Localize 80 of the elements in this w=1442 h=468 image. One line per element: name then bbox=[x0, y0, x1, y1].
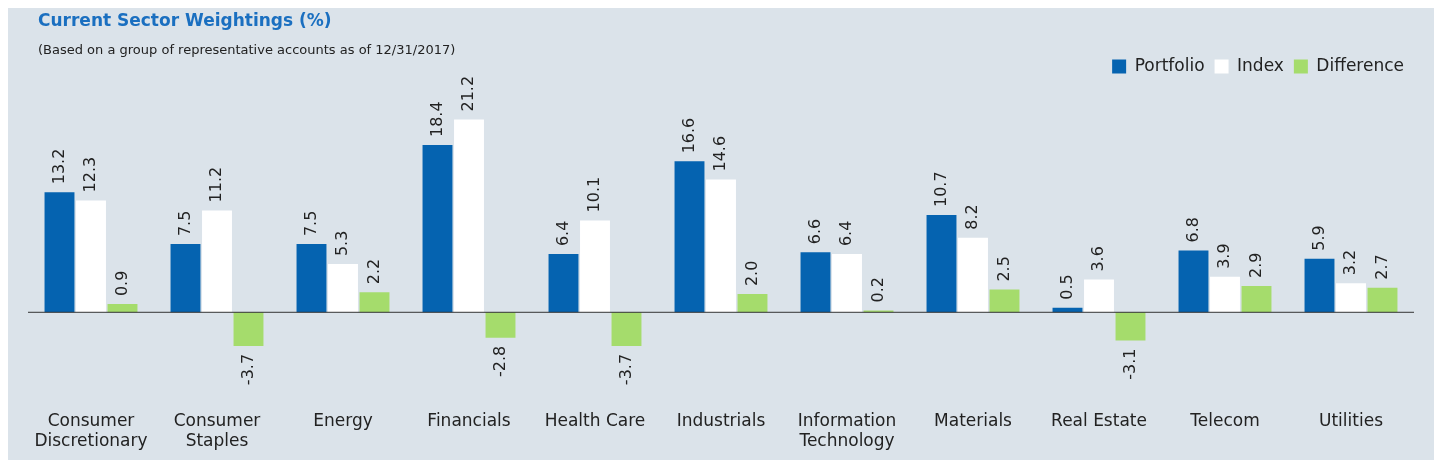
bar bbox=[958, 237, 988, 313]
chart-title: Current Sector Weightings (%) bbox=[38, 10, 333, 30]
legend-label: Index bbox=[1237, 54, 1284, 75]
bar bbox=[737, 294, 768, 313]
bar bbox=[422, 145, 453, 313]
chart-subtitle: (Based on a group of representative accounts as of 12/31/2017) bbox=[38, 42, 456, 57]
data-label: 2.7 bbox=[1371, 254, 1391, 280]
bar bbox=[926, 215, 957, 313]
bar bbox=[202, 210, 232, 313]
data-label: 8.2 bbox=[962, 204, 982, 230]
bar bbox=[485, 312, 516, 338]
data-label: 5.9 bbox=[1308, 225, 1328, 251]
bar bbox=[1367, 287, 1398, 313]
bar bbox=[44, 192, 75, 313]
bar bbox=[706, 179, 736, 313]
bar bbox=[76, 200, 106, 313]
bar bbox=[454, 119, 484, 313]
bar bbox=[233, 312, 264, 346]
x-tick-label: Telecom bbox=[1189, 409, 1260, 430]
x-tick-label: Consumer Discretionary bbox=[34, 409, 148, 451]
x-tick-label: Utilities bbox=[1319, 409, 1384, 430]
data-label: 6.4 bbox=[836, 220, 856, 247]
bar bbox=[296, 244, 327, 313]
data-label: 0.2 bbox=[867, 277, 887, 303]
bar bbox=[1115, 312, 1146, 341]
x-tick-label: Information Technology bbox=[797, 409, 897, 451]
data-label: 3.2 bbox=[1340, 249, 1360, 276]
data-label: 5.3 bbox=[332, 230, 352, 257]
bar bbox=[170, 244, 201, 313]
data-label: 7.5 bbox=[300, 210, 320, 237]
x-tick-label: Financials bbox=[427, 409, 511, 430]
bar bbox=[548, 254, 579, 313]
data-label: 14.6 bbox=[710, 135, 730, 172]
legend-label: Difference bbox=[1316, 54, 1404, 75]
data-label: 10.7 bbox=[930, 171, 950, 208]
data-label: 13.2 bbox=[48, 148, 68, 185]
bar bbox=[107, 304, 138, 313]
data-label: 2.9 bbox=[1245, 252, 1265, 278]
bar bbox=[359, 292, 390, 313]
bar bbox=[580, 220, 610, 313]
data-label: -3.7 bbox=[237, 353, 257, 386]
data-label: -3.1 bbox=[1119, 348, 1139, 380]
bar bbox=[674, 161, 705, 313]
bar bbox=[1178, 250, 1209, 313]
bar bbox=[1210, 276, 1240, 313]
bar bbox=[1241, 285, 1272, 313]
x-tick-label: Energy bbox=[313, 409, 373, 430]
data-label: 2.2 bbox=[363, 258, 383, 285]
data-label: 0.5 bbox=[1056, 274, 1076, 300]
legend-label: Portfolio bbox=[1134, 54, 1205, 75]
data-label: 7.5 bbox=[174, 210, 194, 237]
data-label: 2.5 bbox=[993, 256, 1013, 282]
x-tick-label: Materials bbox=[934, 409, 1013, 430]
bar bbox=[611, 312, 642, 346]
bar bbox=[1336, 283, 1366, 313]
data-label: 21.2 bbox=[458, 75, 478, 112]
x-tick-label: Industrials bbox=[676, 409, 766, 430]
data-label: 0.9 bbox=[111, 270, 131, 297]
data-label: 2.0 bbox=[741, 260, 761, 287]
bar bbox=[1304, 258, 1335, 313]
data-label: 18.4 bbox=[426, 101, 446, 137]
data-label: 6.6 bbox=[804, 218, 824, 245]
x-tick-label: Consumer Staples bbox=[173, 409, 261, 451]
data-label: -2.8 bbox=[489, 345, 509, 377]
bar bbox=[328, 264, 358, 313]
data-label: 6.8 bbox=[1182, 217, 1202, 243]
x-tick-label: Health Care bbox=[544, 409, 646, 430]
data-label: 6.4 bbox=[552, 220, 572, 247]
data-label: 11.2 bbox=[206, 166, 226, 203]
data-label: 12.3 bbox=[80, 156, 100, 193]
bar bbox=[800, 252, 831, 313]
bar bbox=[1084, 279, 1114, 313]
x-tick-label: Real Estate bbox=[1051, 409, 1147, 430]
data-label: 3.6 bbox=[1088, 246, 1108, 272]
bar bbox=[989, 289, 1020, 313]
data-label: 10.1 bbox=[584, 176, 604, 213]
data-label: 3.9 bbox=[1214, 243, 1234, 269]
data-label: -3.7 bbox=[615, 353, 635, 386]
data-label: 16.6 bbox=[678, 117, 698, 154]
bar bbox=[832, 254, 862, 313]
